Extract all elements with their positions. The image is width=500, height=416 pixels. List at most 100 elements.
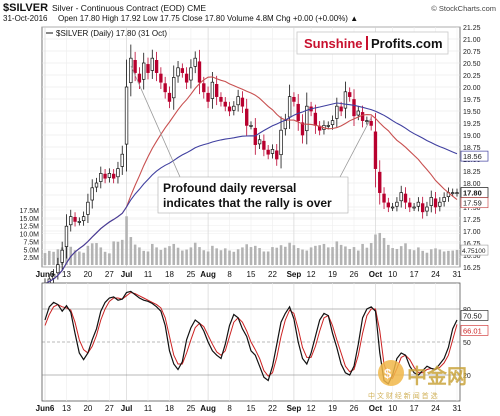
volume-tick-label: 5.0M — [23, 247, 39, 254]
sma-fast-tag: 17.59 — [463, 199, 482, 208]
date-tick-label: 25 — [186, 270, 195, 279]
volume-bar — [365, 247, 369, 265]
date-tick-label: 19 — [328, 270, 337, 279]
stochastic-date-tick-label: 19 — [328, 404, 337, 413]
volume-bar — [318, 245, 321, 265]
close-tag: 17.80 — [463, 189, 482, 198]
stochastic-date-tick-label: 12 — [307, 404, 316, 413]
volume-bar — [296, 248, 300, 265]
watermark-subtext: 中 文 财 经 新 闻 首 选 — [368, 391, 438, 400]
candle-body — [339, 106, 343, 112]
sma-slow-line — [44, 102, 458, 285]
stochastic-date-tick-label: 27 — [105, 404, 114, 413]
sma-slow-tag: 18.56 — [463, 152, 482, 161]
volume-bar — [120, 239, 124, 265]
stochastic-date-tick-label: 20 — [83, 404, 92, 413]
stochastic-k-tag: 70.50 — [463, 311, 482, 320]
candle-body — [451, 192, 455, 194]
volume-bar — [168, 246, 171, 265]
stochastic-date-tick-label: Oct — [369, 404, 383, 413]
candle-body — [232, 105, 236, 111]
volume-bar — [151, 243, 154, 265]
candle-body — [137, 73, 142, 83]
date-tick-label: 12 — [307, 270, 316, 279]
date-tick-label: 24 — [431, 270, 440, 279]
volume-bar — [374, 234, 377, 265]
volume-bar — [78, 251, 81, 265]
volume-bar — [438, 249, 442, 265]
volume-bar — [455, 249, 459, 265]
candle-body — [99, 173, 103, 182]
price-tick-label: 21.25 — [463, 25, 481, 32]
stochastic-k-tag-box — [460, 310, 489, 321]
date-tick-label: 15 — [247, 270, 256, 279]
annotation-line1: Profound daily reversal — [163, 181, 296, 195]
date-tick-label: Jul — [121, 270, 133, 279]
volume-bar — [82, 252, 85, 265]
stochastic-date-tick-label: 11 — [144, 404, 153, 413]
stochastic-date-tick-label: 15 — [247, 404, 256, 413]
volume-bar — [133, 244, 137, 265]
volume-bar — [112, 241, 115, 265]
annotation-line2: indicates that the rally is over — [163, 196, 332, 210]
candle-body — [124, 86, 129, 145]
volume-bar — [361, 243, 364, 265]
stochastic-date-tick-label: Jul — [121, 404, 133, 413]
volume-bar — [301, 249, 304, 265]
candle-body — [64, 225, 69, 247]
stochastic-date-tick-label: Jun6 — [36, 404, 55, 413]
candle-body — [103, 173, 107, 179]
candle-body — [270, 149, 275, 154]
date-tick-label: 31 — [453, 270, 462, 279]
volume-bar — [142, 250, 145, 265]
candle-body — [300, 122, 305, 136]
volume-bar — [181, 250, 184, 265]
candle-body — [343, 91, 348, 109]
price-tick-label: 21.00 — [463, 37, 481, 44]
price-tick-label: 19.50 — [463, 109, 481, 116]
date-tick-label: 26 — [350, 270, 359, 279]
candle-body — [433, 198, 438, 208]
price-tick-label: 20.75 — [463, 49, 481, 56]
volume-bar — [198, 247, 201, 265]
brand-left: Sunshine — [304, 36, 363, 51]
candle-body — [326, 125, 330, 127]
volume-last-label: 4.75100 — [462, 248, 486, 255]
volume-bar — [202, 250, 206, 265]
volume-bar — [429, 249, 433, 265]
candle-body — [184, 73, 189, 83]
price-tick-label: 17.50 — [463, 205, 481, 212]
volume-bar — [236, 249, 240, 265]
price-grid — [42, 26, 460, 268]
date-tick-label: Aug — [200, 270, 216, 279]
stochastic-date-tick-label: 22 — [268, 404, 277, 413]
candle-body — [395, 201, 399, 207]
volume-bar — [288, 242, 291, 265]
volume-bar — [56, 249, 60, 265]
volume-bar — [382, 237, 386, 265]
candle-body — [373, 131, 378, 169]
volume-bar — [99, 247, 103, 265]
stochastic-date-tick-label: 31 — [453, 404, 462, 413]
stochastic-date-tick-label: Aug — [200, 404, 216, 413]
volume-bar — [86, 245, 90, 265]
annotation-box — [157, 176, 349, 214]
candle-body — [69, 216, 73, 226]
candle-body — [146, 64, 150, 73]
candle-body — [420, 203, 425, 213]
candle-body — [163, 83, 167, 93]
candle-body — [249, 125, 253, 127]
volume-bar — [90, 243, 94, 265]
volume-bar — [399, 246, 403, 265]
date-tick-label: Jun6 — [36, 270, 55, 279]
volume-bar — [73, 250, 77, 265]
volume-bar — [116, 241, 120, 265]
volume-bars — [43, 216, 459, 265]
candle-body — [236, 96, 240, 106]
volume-last-box — [460, 244, 489, 256]
candle-body — [206, 92, 210, 102]
brand-divider — [366, 36, 368, 50]
volume-bar — [404, 243, 407, 265]
